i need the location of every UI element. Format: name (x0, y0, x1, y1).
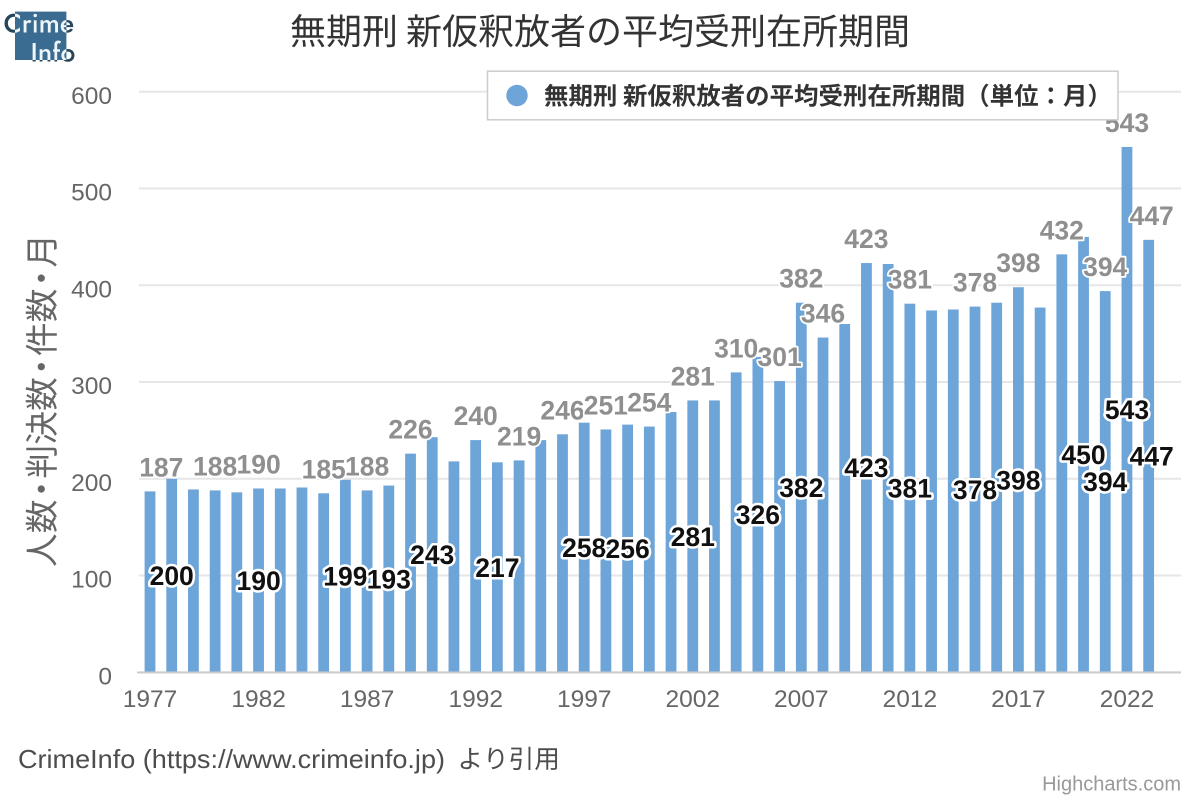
svg-text:188: 188 (345, 451, 389, 481)
svg-text:423: 423 (844, 453, 888, 483)
svg-text:251: 251 (584, 391, 628, 421)
svg-text:258: 258 (562, 533, 606, 563)
svg-text:1992: 1992 (448, 686, 503, 713)
svg-text:2022: 2022 (1100, 686, 1155, 713)
svg-text:200: 200 (71, 470, 112, 497)
svg-text:243: 243 (410, 540, 454, 570)
svg-text:1982: 1982 (231, 686, 286, 713)
svg-text:543: 543 (1105, 395, 1149, 425)
svg-text:378: 378 (953, 475, 997, 505)
svg-text:219: 219 (497, 421, 541, 451)
svg-text:398: 398 (996, 465, 1040, 495)
svg-text:Highcharts.com: Highcharts.com (1042, 774, 1181, 796)
svg-text:2002: 2002 (666, 686, 721, 713)
svg-text:398: 398 (996, 248, 1040, 278)
svg-text:256: 256 (605, 534, 649, 564)
svg-text:382: 382 (779, 264, 823, 294)
svg-text:254: 254 (627, 388, 671, 418)
svg-text:394: 394 (1083, 252, 1127, 282)
svg-text:246: 246 (540, 395, 584, 425)
svg-text:432: 432 (1040, 215, 1084, 245)
svg-text:1977: 1977 (123, 686, 178, 713)
svg-text:190: 190 (236, 450, 280, 480)
svg-text:226: 226 (388, 415, 432, 445)
svg-text:394: 394 (1083, 467, 1127, 497)
svg-text:301: 301 (757, 342, 801, 372)
svg-text:2017: 2017 (991, 686, 1046, 713)
svg-text:1987: 1987 (340, 686, 395, 713)
svg-text:CrimeInfo (https://www.crimein: CrimeInfo (https://www.crimeinfo.jp) (18, 744, 445, 774)
svg-text:2012: 2012 (883, 686, 938, 713)
svg-text:346: 346 (801, 299, 845, 329)
svg-text:240: 240 (454, 401, 498, 431)
svg-text:100: 100 (71, 567, 112, 594)
svg-text:450: 450 (1061, 440, 1105, 470)
svg-text:381: 381 (888, 474, 932, 504)
svg-text:310: 310 (714, 333, 758, 363)
svg-text:190: 190 (236, 566, 280, 596)
svg-text:0: 0 (98, 663, 112, 690)
svg-text:382: 382 (779, 473, 823, 503)
svg-text:281: 281 (671, 361, 715, 391)
svg-text:500: 500 (71, 180, 112, 207)
svg-text:378: 378 (953, 268, 997, 298)
svg-text:187: 187 (139, 452, 183, 482)
svg-text:447: 447 (1130, 201, 1174, 231)
svg-text:600: 600 (71, 83, 112, 110)
svg-text:200: 200 (150, 561, 194, 591)
svg-text:185: 185 (302, 454, 346, 484)
svg-text:199: 199 (323, 562, 367, 592)
svg-text:2007: 2007 (774, 686, 829, 713)
svg-text:188: 188 (193, 451, 237, 481)
svg-text:381: 381 (888, 265, 932, 295)
svg-text:300: 300 (71, 373, 112, 400)
svg-text:447: 447 (1130, 442, 1174, 472)
svg-text:400: 400 (71, 276, 112, 303)
svg-text:193: 193 (367, 564, 411, 594)
svg-text:217: 217 (475, 553, 519, 583)
svg-text:1997: 1997 (557, 686, 612, 713)
svg-text:423: 423 (844, 224, 888, 254)
svg-text:326: 326 (736, 500, 780, 530)
svg-text:281: 281 (671, 522, 715, 552)
